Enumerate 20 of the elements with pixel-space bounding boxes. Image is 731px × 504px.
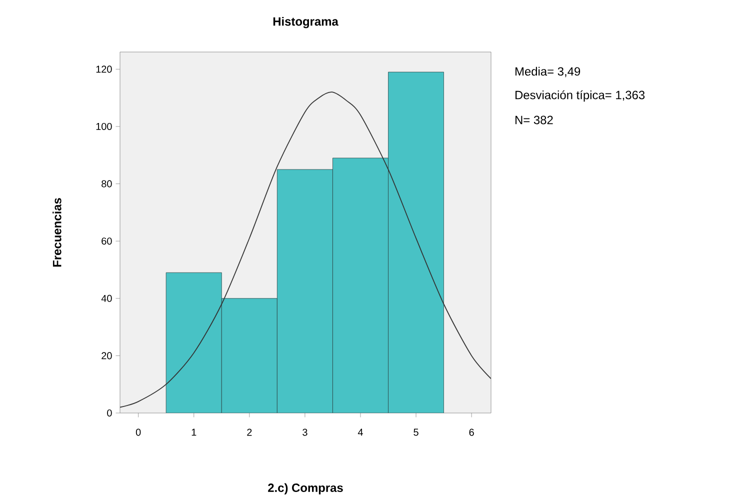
x-tick-label: 4 — [358, 428, 363, 436]
text: Desviación típica= 1,363 — [516, 90, 645, 102]
text: N= 382 — [516, 116, 553, 124]
x-tick-label: 3 — [302, 428, 308, 436]
x-axis-title: 2.c) Compras — [268, 483, 343, 494]
y-tick-label: 20 — [102, 352, 112, 360]
x-tick-label: 5 — [414, 428, 418, 436]
chart-title: Histograma — [273, 16, 338, 28]
x-tick-label: 0 — [136, 428, 141, 436]
y-tick-label: 0 — [107, 409, 112, 417]
x-tick-label: 2 — [247, 428, 252, 436]
y-tick-label: 60 — [102, 238, 112, 245]
text: Media= 3,49 — [516, 66, 580, 78]
y-tick-label: 120 — [96, 66, 112, 73]
y-tick-label: 80 — [102, 180, 112, 188]
y-tick-label: 40 — [101, 294, 112, 302]
x-tick-label: 1 — [192, 428, 196, 436]
x-tick-label: 6 — [469, 428, 474, 436]
y-tick-label: 100 — [96, 122, 112, 130]
y-axis-title: Frecuencias — [52, 198, 62, 267]
